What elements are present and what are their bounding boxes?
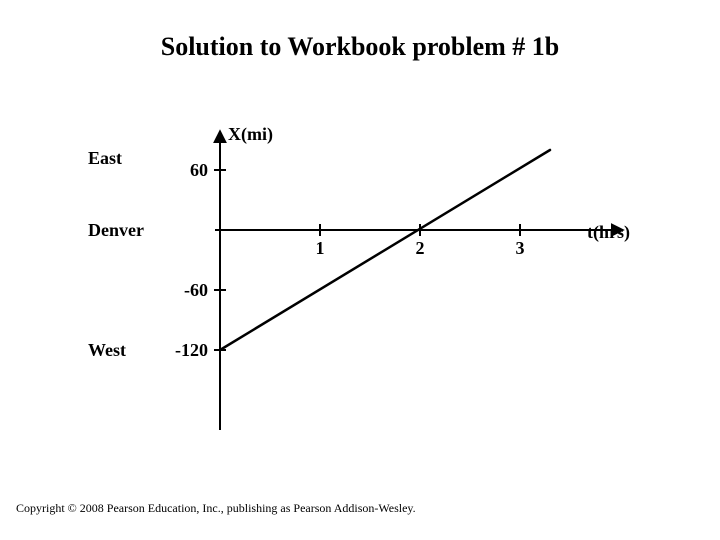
- page-title: Solution to Workbook problem # 1b: [0, 32, 720, 62]
- x-tick-label: 2: [416, 238, 425, 258]
- side-label-east: East: [88, 148, 122, 168]
- y-tick-label: 60: [190, 160, 208, 180]
- y-tick-label: -60: [184, 280, 208, 300]
- x-tick-label: 1: [316, 238, 325, 258]
- side-label-denver: Denver: [88, 220, 144, 240]
- y-axis-label: X(mi): [228, 124, 273, 145]
- y-tick-label: -120: [175, 340, 208, 360]
- x-tick-label: 3: [516, 238, 525, 258]
- position-time-chart: 1 2 3 t(hrs) 60 -60 -120 X(mi) East Denver West: [80, 120, 640, 440]
- side-label-west: West: [88, 340, 126, 360]
- position-line: [220, 150, 550, 350]
- x-axis-label: t(hrs): [587, 222, 630, 243]
- copyright-line: Copyright © 2008 Pearson Education, Inc.…: [16, 501, 416, 516]
- chart-container: 1 2 3 t(hrs) 60 -60 -120 X(mi) East Denver West: [80, 120, 640, 440]
